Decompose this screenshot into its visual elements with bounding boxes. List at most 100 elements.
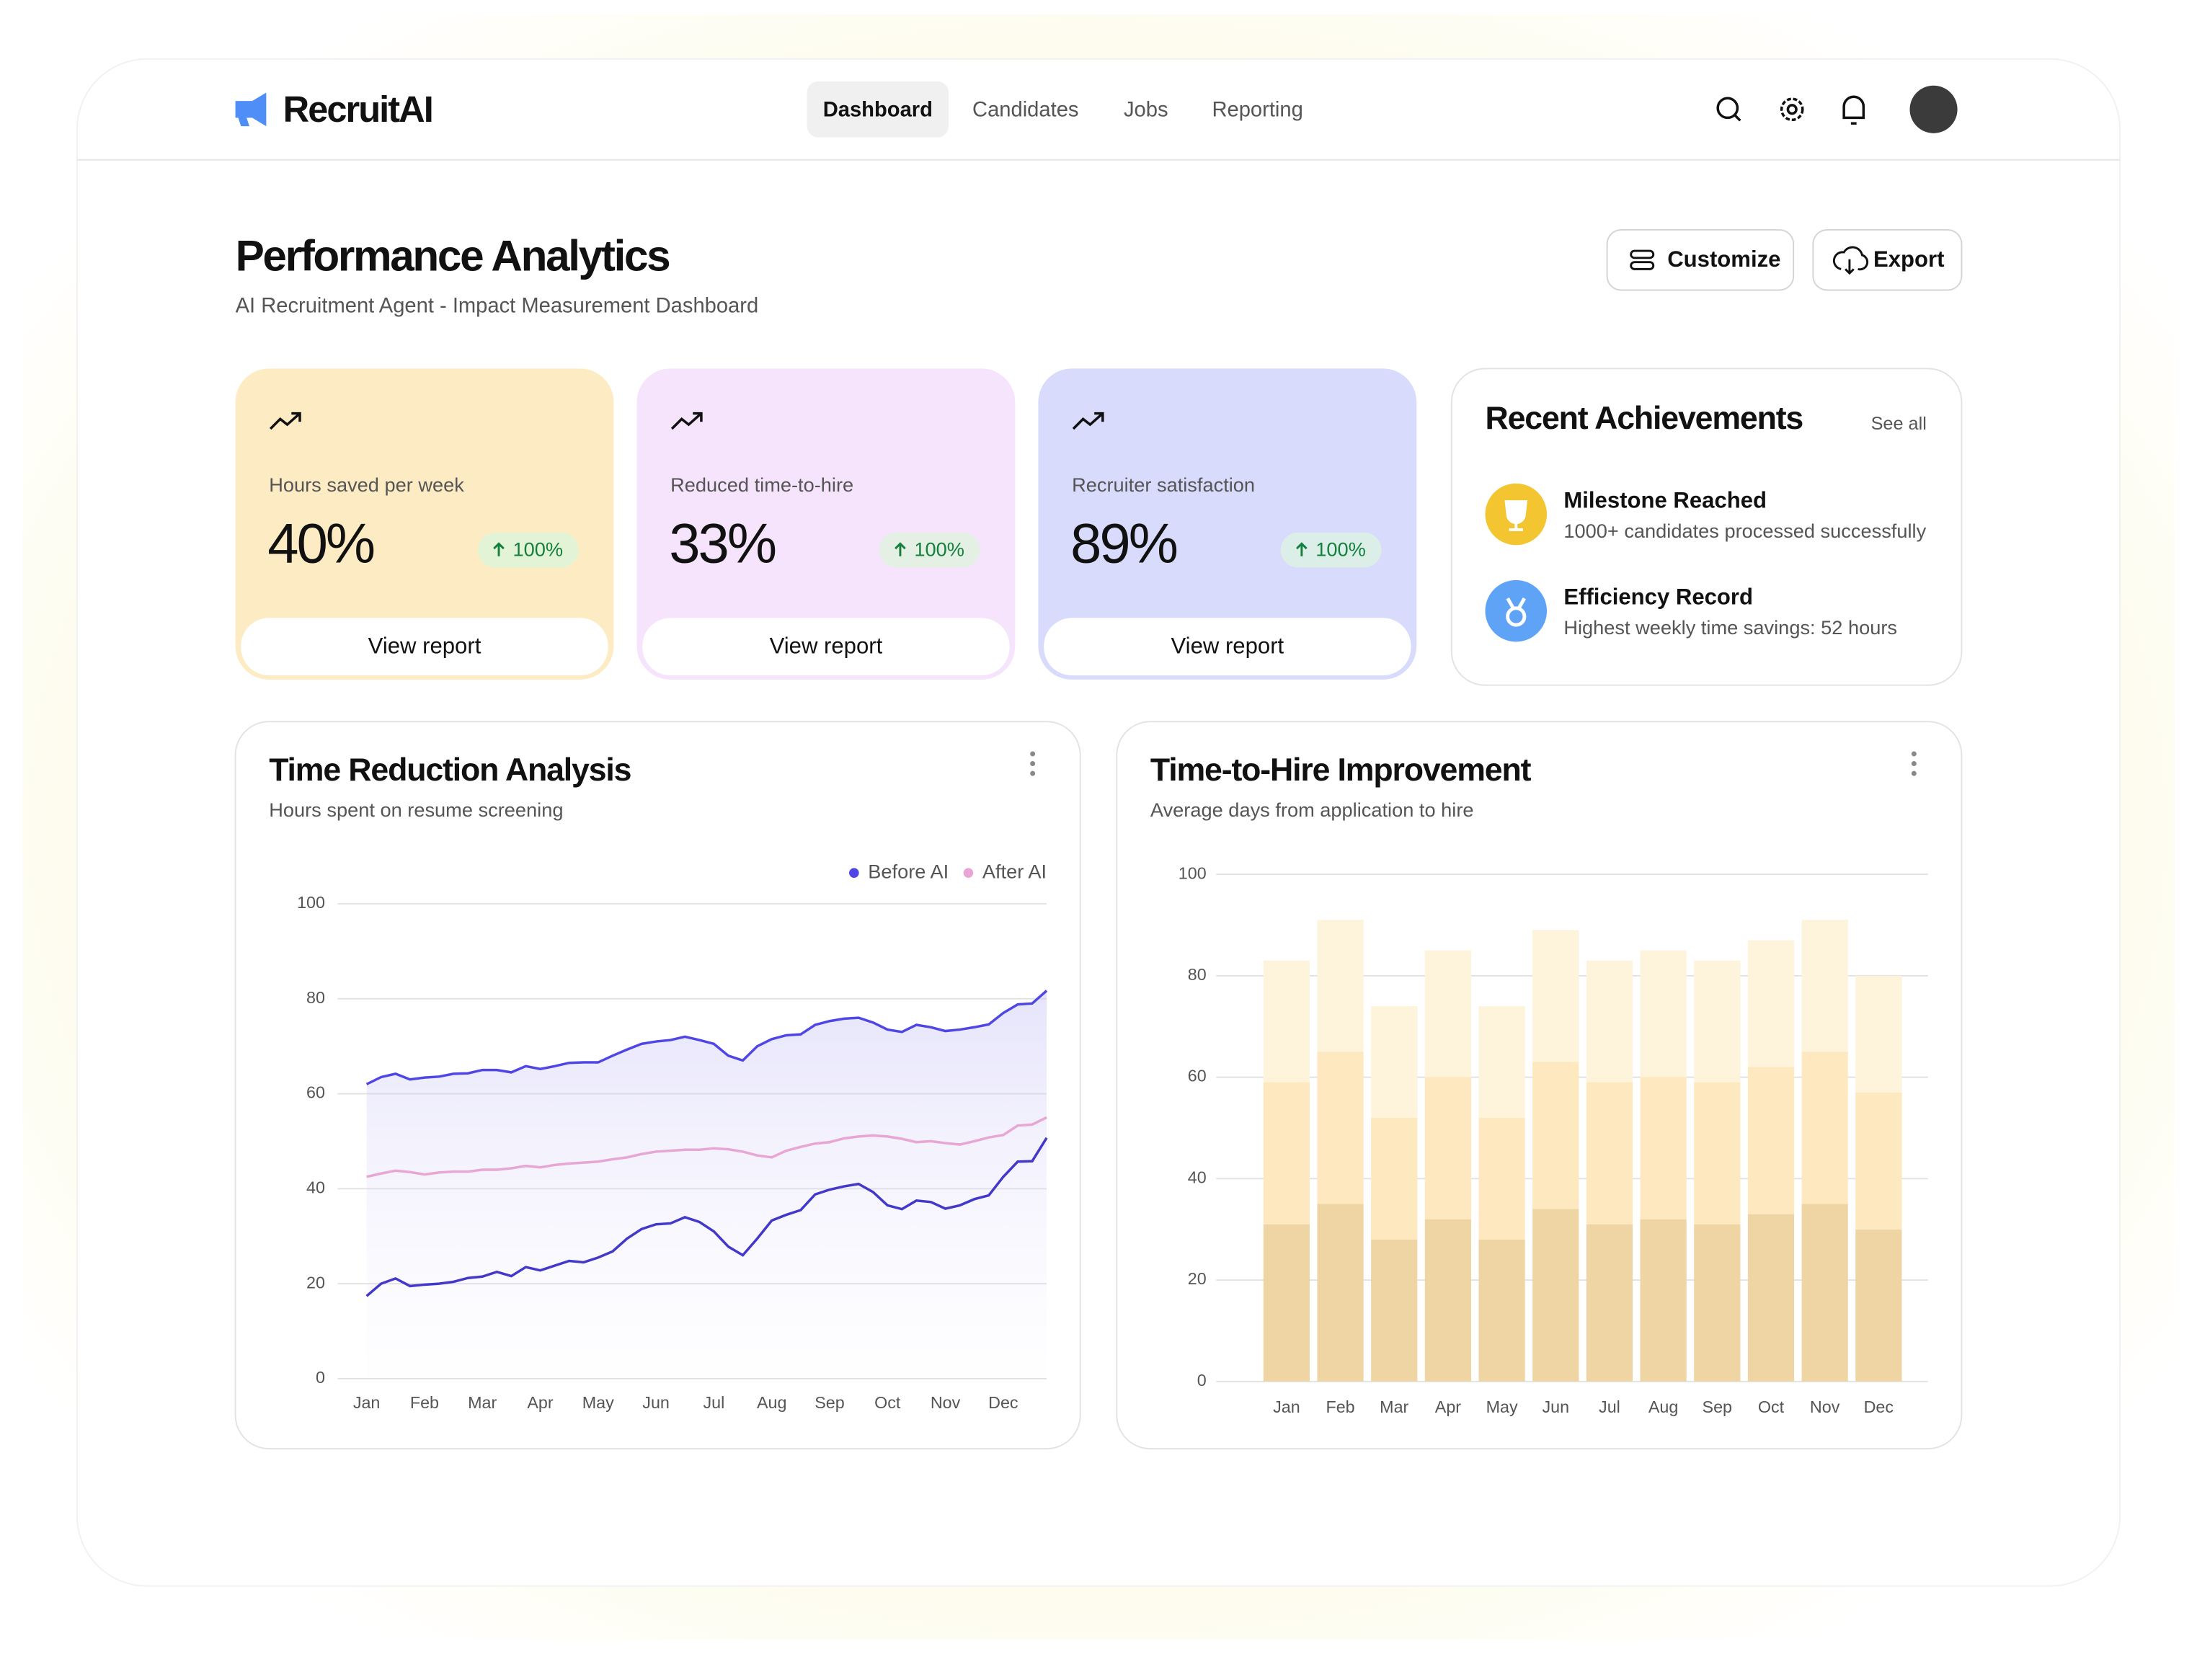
bar-segment [1424, 950, 1472, 1077]
change-value: 100% [512, 538, 563, 560]
legend-swatch [849, 868, 859, 878]
trend-icon [269, 412, 301, 430]
change-pill [879, 532, 980, 568]
legend-label: After AI [982, 860, 1047, 882]
bar-segment [1263, 1082, 1310, 1225]
x-tick-label: May [1486, 1397, 1518, 1416]
x-tick-label: Aug [1648, 1397, 1678, 1416]
y-tick-label: 60 [1188, 1067, 1207, 1085]
page-subtitle: AI Recruitment Agent - Impact Measuremen… [236, 295, 759, 318]
metric-card [235, 368, 614, 680]
metric-value: 40% [267, 513, 374, 575]
bar-segment [1317, 920, 1364, 1052]
nav-icons [1716, 95, 1865, 125]
medal-icon [1485, 579, 1548, 642]
kebab-menu[interactable] [1911, 751, 1917, 776]
button-label[interactable]: Export [1873, 246, 1944, 272]
x-tick-label: Jul [703, 1393, 724, 1412]
x-tick-label: Sep [1703, 1397, 1732, 1416]
y-tick-label: 100 [1179, 863, 1207, 882]
nav-link[interactable]: Reporting [1212, 98, 1302, 121]
bar-segment [1747, 1214, 1795, 1382]
y-tick-label: 20 [1188, 1269, 1207, 1288]
page-title: Performance Analytics [236, 231, 670, 280]
export-button[interactable]: Export [1812, 228, 1963, 291]
y-tick-label: 60 [306, 1083, 325, 1102]
view-report-button[interactable] [241, 618, 608, 676]
nav-link[interactable]: Jobs [1124, 98, 1168, 121]
x-tick-label: Apr [1435, 1397, 1462, 1416]
bar-segment [1640, 1077, 1687, 1219]
metric-label: Reduced time-to-hire [670, 474, 853, 496]
legend-swatch [963, 868, 974, 878]
bar-segment [1586, 1224, 1633, 1382]
x-tick-label: Aug [757, 1393, 786, 1412]
avatar[interactable] [1909, 85, 1958, 133]
metric-value: 89% [1070, 513, 1177, 575]
trend-icon [670, 412, 703, 430]
trend-icon-head [1094, 412, 1104, 422]
y-tick-label: 40 [1188, 1168, 1207, 1186]
x-tick-label: Feb [410, 1393, 439, 1412]
customize-button[interactable]: Customize [1606, 228, 1795, 291]
bar-segment [1640, 1219, 1687, 1382]
view-report-label[interactable]: View report [368, 633, 481, 658]
bar-segment [1532, 1062, 1579, 1209]
view-report-button[interactable] [1044, 618, 1411, 676]
view-report-button[interactable] [642, 618, 1010, 676]
x-tick-label: Oct [874, 1393, 901, 1412]
bar-segment [1855, 975, 1902, 1093]
metric-label: Hours saved per week [269, 474, 464, 496]
settings-icon[interactable] [1780, 97, 1804, 122]
achievement-title: Milestone Reached [1563, 487, 1767, 512]
trend-icon-head [291, 412, 301, 422]
bar-segment [1263, 1224, 1310, 1382]
y-tick-label: 80 [1188, 965, 1207, 984]
medal-glyph [1506, 606, 1527, 627]
see-all-link[interactable]: See all [1871, 414, 1927, 434]
metric-card [636, 368, 1016, 680]
nav-link[interactable]: Candidates [972, 98, 1078, 121]
x-tick-label: May [582, 1393, 614, 1412]
bar-segment [1424, 1219, 1472, 1382]
y-tick-label: 0 [1197, 1371, 1207, 1390]
x-tick-label: Mar [468, 1393, 497, 1412]
metric-card [1038, 368, 1417, 680]
x-tick-label: Apr [527, 1393, 554, 1412]
bar-segment [1478, 1117, 1525, 1240]
bar-segment [1424, 1077, 1472, 1219]
achievement-text: 1000+ candidates processed successfully [1563, 520, 1926, 542]
view-report-label[interactable]: View report [770, 633, 883, 658]
bar-segment [1855, 1229, 1902, 1382]
bar-segment [1801, 1204, 1848, 1382]
achievement-text: Highest weekly time savings: 52 hours [1563, 616, 1897, 639]
bar-segment [1317, 1052, 1364, 1204]
logo-icon [235, 92, 267, 127]
bar-segment [1747, 1067, 1795, 1214]
line [365, 990, 1048, 1085]
kebab-menu[interactable] [1030, 751, 1036, 776]
metric-value: 33% [669, 513, 776, 575]
button-label[interactable]: Customize [1667, 246, 1780, 272]
x-tick-label: Mar [1380, 1397, 1408, 1416]
chart-title: Time Reduction Analysis [269, 752, 631, 788]
bar-segment [1747, 940, 1795, 1067]
search-icon[interactable] [1716, 97, 1741, 122]
chart-subtitle: Hours spent on resume screening [269, 799, 563, 821]
bell-icon[interactable] [1842, 95, 1865, 125]
bar-segment [1532, 930, 1579, 1062]
bar-segment [1801, 920, 1848, 1052]
legend-label: Before AI [868, 860, 949, 882]
view-report-label[interactable]: View report [1171, 633, 1284, 658]
change-arrow [895, 542, 906, 556]
y-tick-label: 80 [306, 988, 325, 1007]
achievements-title: Recent Achievements [1486, 401, 1803, 436]
nav-link[interactable]: Dashboard [823, 98, 933, 121]
y-tick-label: 40 [306, 1178, 325, 1196]
bar-segment [1694, 1224, 1741, 1382]
bar-segment [1694, 1082, 1741, 1225]
bar-segment [1371, 1006, 1418, 1118]
x-tick-label: Feb [1326, 1397, 1354, 1416]
brand: RecruitAI [283, 89, 432, 130]
bar-segment [1371, 1117, 1418, 1240]
